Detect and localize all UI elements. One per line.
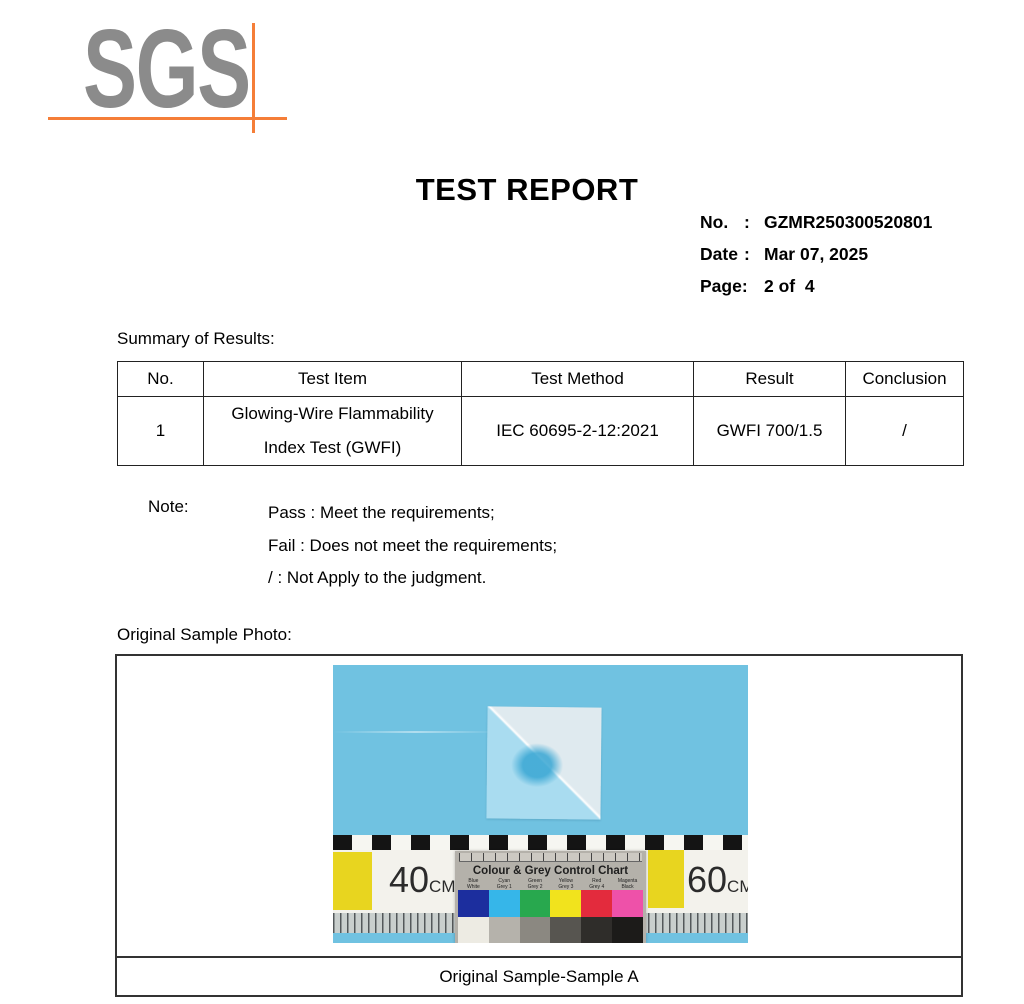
patch-black bbox=[612, 917, 643, 943]
photo-heading: Original Sample Photo: bbox=[117, 625, 292, 644]
chart-color-labels: Blue Cyan Green Yellow Red Magenta bbox=[455, 878, 646, 884]
note-line-fail: Fail : Does not meet the requirements; bbox=[268, 535, 558, 555]
label-grey3: Grey 3 bbox=[558, 884, 574, 890]
label-cyan: Cyan bbox=[498, 878, 511, 884]
ruler-yellow-square-right bbox=[648, 850, 684, 908]
cell-test-item: Glowing-Wire Flammability Index Test (GW… bbox=[203, 396, 462, 466]
note-line-slash: / : Not Apply to the judgment. bbox=[268, 568, 487, 587]
label-blue: Blue bbox=[468, 878, 479, 884]
ruler-40cm-label: 40CM bbox=[389, 860, 456, 907]
chart-title: Colour & Grey Control Chart bbox=[472, 865, 629, 877]
col-header-test-method: Test Method bbox=[461, 361, 694, 397]
ruler-60-unit: CM bbox=[727, 877, 748, 896]
table-row: 1 Glowing-Wire Flammability Index Test (… bbox=[117, 396, 964, 466]
ruler-60cm-label: 60CM bbox=[687, 860, 748, 907]
chart-color-patches bbox=[455, 890, 646, 917]
col-header-test-item: Test Item bbox=[203, 361, 462, 397]
ruler-checkerboard bbox=[333, 835, 748, 850]
patch-magenta bbox=[612, 890, 643, 917]
report-number-label: No. bbox=[700, 212, 729, 232]
patch-green bbox=[519, 890, 551, 917]
surface-reflection bbox=[333, 731, 498, 733]
colour-control-chart: Colour & Grey Control Chart Blue Cyan Gr… bbox=[455, 851, 646, 943]
patch-grey4 bbox=[581, 917, 613, 943]
summary-heading: Summary of Results: bbox=[117, 329, 275, 348]
logo-horizontal-line bbox=[48, 117, 287, 120]
chart-grey-patches bbox=[455, 917, 646, 943]
patch-red bbox=[581, 890, 613, 917]
cell-conclusion: / bbox=[845, 396, 964, 466]
sample-photo: 40CM 60CM Colour & Grey Control Chart Bl… bbox=[333, 665, 748, 943]
note-lines: Pass : Meet the requirements; Fail : Doe… bbox=[268, 497, 557, 595]
label-grey2: Grey 2 bbox=[527, 884, 543, 890]
label-grey1: Grey 1 bbox=[496, 884, 512, 890]
photo-caption: Original Sample-Sample A bbox=[439, 966, 639, 986]
report-page-label: Page: bbox=[700, 276, 748, 296]
label-red: Red bbox=[592, 878, 602, 884]
report-number-value: GZMR250300520801 bbox=[764, 212, 933, 232]
label-grey4: Grey 4 bbox=[589, 884, 605, 890]
col-header-conclusion: Conclusion bbox=[845, 361, 964, 397]
results-table: No. Test Item Test Method Result Conclus… bbox=[117, 361, 964, 466]
patch-white bbox=[458, 917, 489, 943]
report-date-label: Date bbox=[700, 244, 738, 264]
patch-yellow bbox=[550, 890, 582, 917]
report-page-row: Page: 2 of 4 bbox=[700, 276, 932, 297]
ruler-40-unit: CM bbox=[429, 877, 456, 896]
ruler-60-number: 60 bbox=[687, 859, 728, 900]
report-number-colon: : bbox=[744, 212, 750, 232]
label-yellow: Yellow bbox=[558, 878, 574, 884]
photo-frame: 40CM 60CM Colour & Grey Control Chart Bl… bbox=[115, 654, 963, 997]
report-number-row: No. : GZMR250300520801 bbox=[700, 212, 932, 233]
page-title: TEST REPORT bbox=[415, 172, 639, 207]
report-info: No. : GZMR250300520801 Date : Mar 07, 20… bbox=[700, 212, 932, 308]
patch-grey1 bbox=[488, 917, 520, 943]
patch-grey3 bbox=[550, 917, 582, 943]
col-header-no: No. bbox=[117, 361, 204, 397]
report-date-row: Date : Mar 07, 2025 bbox=[700, 244, 932, 265]
sgs-logo: SGS bbox=[83, 7, 251, 131]
report-page-colon bbox=[744, 276, 764, 297]
col-header-result: Result bbox=[693, 361, 846, 397]
logo-vertical-line bbox=[252, 23, 255, 133]
chart-mini-ruler bbox=[459, 853, 642, 862]
label-magenta: Magenta bbox=[617, 878, 638, 884]
report-date-value: Mar 07, 2025 bbox=[764, 244, 869, 264]
label-black: Black bbox=[621, 884, 634, 890]
label-white: White bbox=[467, 884, 480, 890]
patch-cyan bbox=[488, 890, 520, 917]
cell-no: 1 bbox=[117, 396, 204, 466]
patch-blue bbox=[458, 890, 489, 917]
chart-grey-labels: White Grey 1 Grey 2 Grey 3 Grey 4 Black bbox=[455, 884, 646, 890]
report-date-colon: : bbox=[744, 244, 750, 264]
note-line-pass: Pass : Meet the requirements; bbox=[268, 503, 495, 522]
results-header-row: No. Test Item Test Method Result Conclus… bbox=[117, 361, 964, 397]
sample-film-square bbox=[486, 706, 602, 820]
patch-grey2 bbox=[519, 917, 551, 943]
cell-result: GWFI 700/1.5 bbox=[693, 396, 846, 466]
ruler-yellow-square-left bbox=[333, 852, 372, 910]
label-green: Green bbox=[528, 878, 543, 884]
ruler-40-number: 40 bbox=[389, 859, 430, 900]
cell-test-method: IEC 60695-2-12:2021 bbox=[461, 396, 694, 466]
report-page-value: 2 of 4 bbox=[764, 276, 815, 296]
note-label: Note: bbox=[148, 497, 189, 516]
photo-cell: 40CM 60CM Colour & Grey Control Chart Bl… bbox=[117, 656, 961, 958]
